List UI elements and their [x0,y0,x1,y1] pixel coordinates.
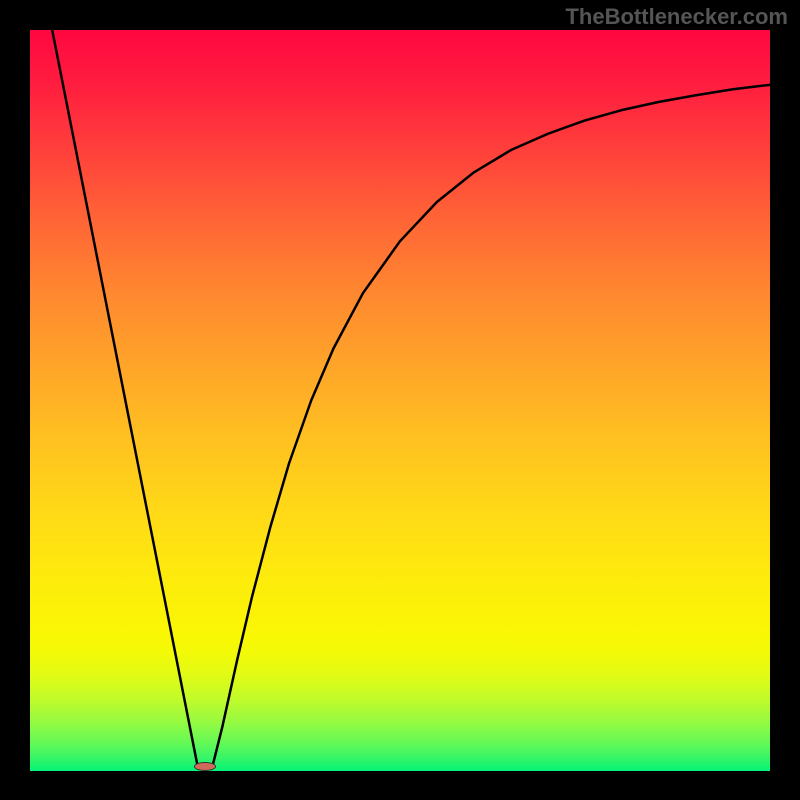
plot-area [30,30,770,771]
chart-container: TheBottlenecker.com [0,0,800,800]
watermark-text: TheBottlenecker.com [565,4,788,30]
bottleneck-curve [30,30,770,771]
curve-path [52,30,770,768]
